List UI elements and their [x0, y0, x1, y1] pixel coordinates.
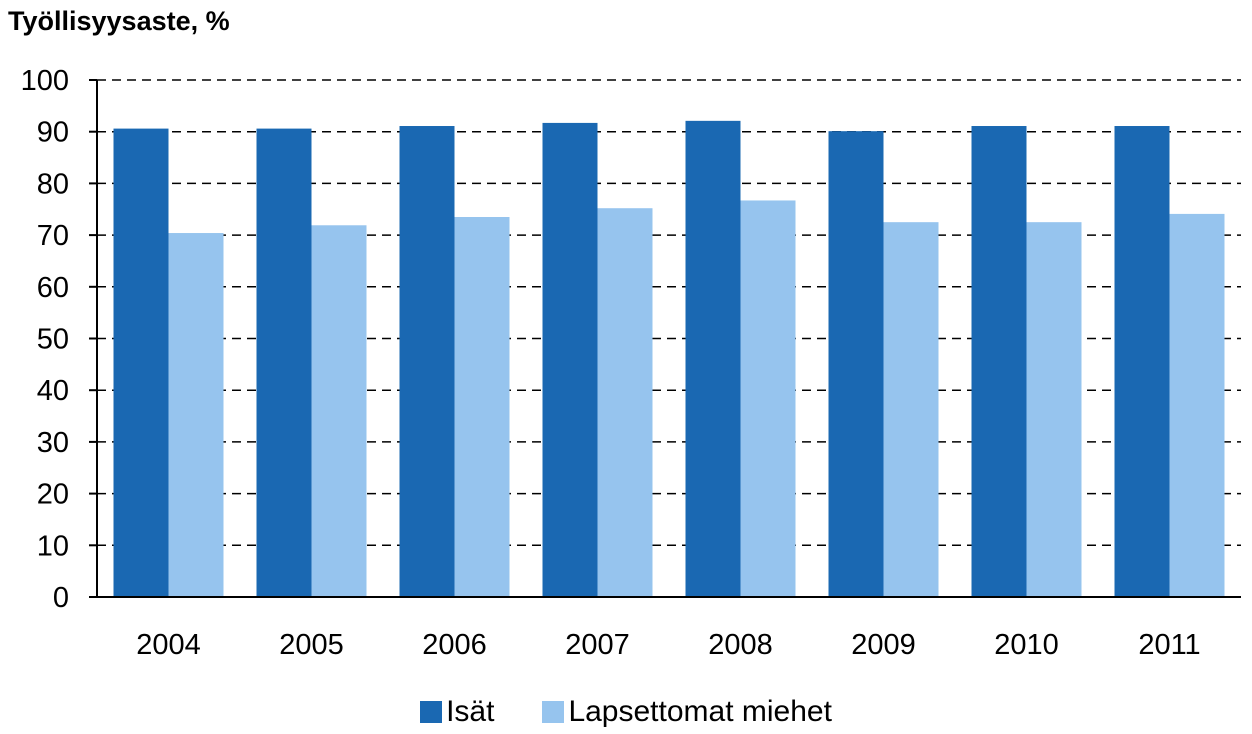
- bar-is-t-2009: [828, 131, 884, 598]
- y-tick-label-60: 60: [37, 272, 69, 304]
- y-tick-label-80: 80: [37, 168, 69, 200]
- legend: Isät Lapsettomat miehet: [0, 692, 1252, 732]
- bar-is-t-2011: [1114, 126, 1170, 597]
- bar-lapsettomat-miehet-2008: [740, 200, 796, 597]
- legend-swatch-isat: [420, 701, 443, 723]
- legend-label-lapsettomat-miehet: Lapsettomat miehet: [568, 695, 832, 728]
- x-tick-label-2011: 2011: [1138, 629, 1200, 661]
- y-tick-label-40: 40: [37, 375, 69, 407]
- tick-labels: 0 10 20 30 40 50 60 70 80 90 100 2004 2005 2006 2007 20…: [21, 65, 1201, 661]
- y-tick-label-0: 0: [53, 582, 69, 614]
- y-tick-label-30: 30: [37, 427, 69, 459]
- legend-label-isat: Isät: [446, 695, 495, 728]
- bar-chart: 0 10 20 30 40 50 60 70 80 90 100 2004 2005 2006 2007 20…: [21, 65, 1241, 661]
- x-tick-label-2010: 2010: [994, 629, 1059, 661]
- bar-is-t-2005: [256, 128, 312, 597]
- y-tick-label-50: 50: [37, 324, 69, 356]
- y-tick-label-20: 20: [37, 479, 69, 511]
- bar-is-t-2008: [685, 120, 741, 597]
- bar-is-t-2004: [113, 128, 169, 597]
- x-tick-label-2007: 2007: [565, 629, 630, 661]
- bar-lapsettomat-miehet-2011: [1169, 213, 1225, 597]
- y-tick-label-100: 100: [21, 65, 69, 97]
- bar-is-t-2007: [542, 122, 598, 597]
- chart-title: Työllisyysaste, %: [8, 6, 230, 36]
- bar-lapsettomat-miehet-2009: [883, 222, 939, 598]
- bar-lapsettomat-miehet-2004: [168, 233, 224, 598]
- y-tick-label-10: 10: [37, 530, 69, 562]
- x-tick-label-2008: 2008: [708, 629, 773, 661]
- bar-lapsettomat-miehet-2006: [454, 217, 510, 597]
- x-tick-label-2005: 2005: [279, 629, 344, 661]
- legend-item-lapsettomat-miehet: Lapsettomat miehet: [542, 695, 832, 729]
- bars: [113, 120, 1225, 598]
- bar-lapsettomat-miehet-2005: [311, 225, 367, 598]
- axes: [89, 79, 1241, 598]
- legend-item-isat: Isät: [420, 695, 494, 729]
- bar-lapsettomat-miehet-2010: [1026, 222, 1082, 598]
- bar-is-t-2006: [399, 126, 455, 597]
- x-tick-label-2006: 2006: [422, 629, 487, 661]
- legend-swatch-lapsettomat-miehet: [542, 701, 565, 723]
- y-tick-label-70: 70: [37, 220, 69, 252]
- x-tick-label-2004: 2004: [136, 629, 201, 661]
- bar-is-t-2010: [971, 126, 1027, 597]
- y-tick-label-90: 90: [37, 117, 69, 149]
- x-tick-label-2009: 2009: [851, 629, 916, 661]
- bar-lapsettomat-miehet-2007: [597, 208, 653, 597]
